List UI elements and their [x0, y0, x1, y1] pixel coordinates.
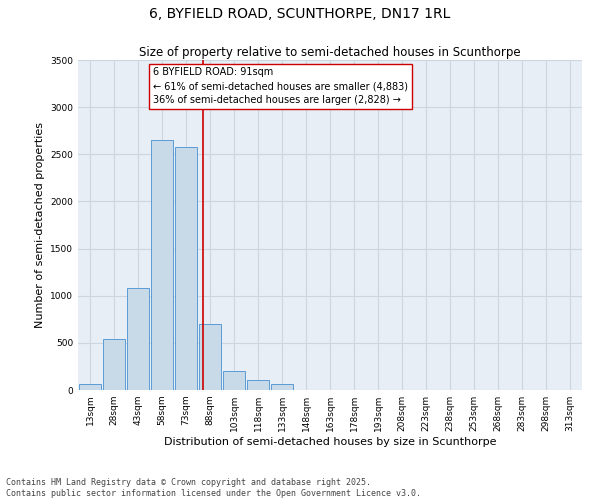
Title: Size of property relative to semi-detached houses in Scunthorpe: Size of property relative to semi-detach… [139, 46, 521, 59]
Text: Contains HM Land Registry data © Crown copyright and database right 2025.
Contai: Contains HM Land Registry data © Crown c… [6, 478, 421, 498]
Bar [79, 384, 101, 390]
X-axis label: Distribution of semi-detached houses by size in Scunthorpe: Distribution of semi-detached houses by … [164, 437, 496, 447]
Text: 6, BYFIELD ROAD, SCUNTHORPE, DN17 1RL: 6, BYFIELD ROAD, SCUNTHORPE, DN17 1RL [149, 8, 451, 22]
Bar [271, 384, 293, 390]
Bar [151, 140, 173, 390]
Bar [175, 146, 197, 390]
Bar [127, 288, 149, 390]
Bar [199, 324, 221, 390]
Text: 6 BYFIELD ROAD: 91sqm
← 61% of semi-detached houses are smaller (4,883)
36% of s: 6 BYFIELD ROAD: 91sqm ← 61% of semi-deta… [153, 68, 408, 106]
Y-axis label: Number of semi-detached properties: Number of semi-detached properties [35, 122, 44, 328]
Bar [103, 339, 125, 390]
Bar [223, 371, 245, 390]
Bar [247, 380, 269, 390]
